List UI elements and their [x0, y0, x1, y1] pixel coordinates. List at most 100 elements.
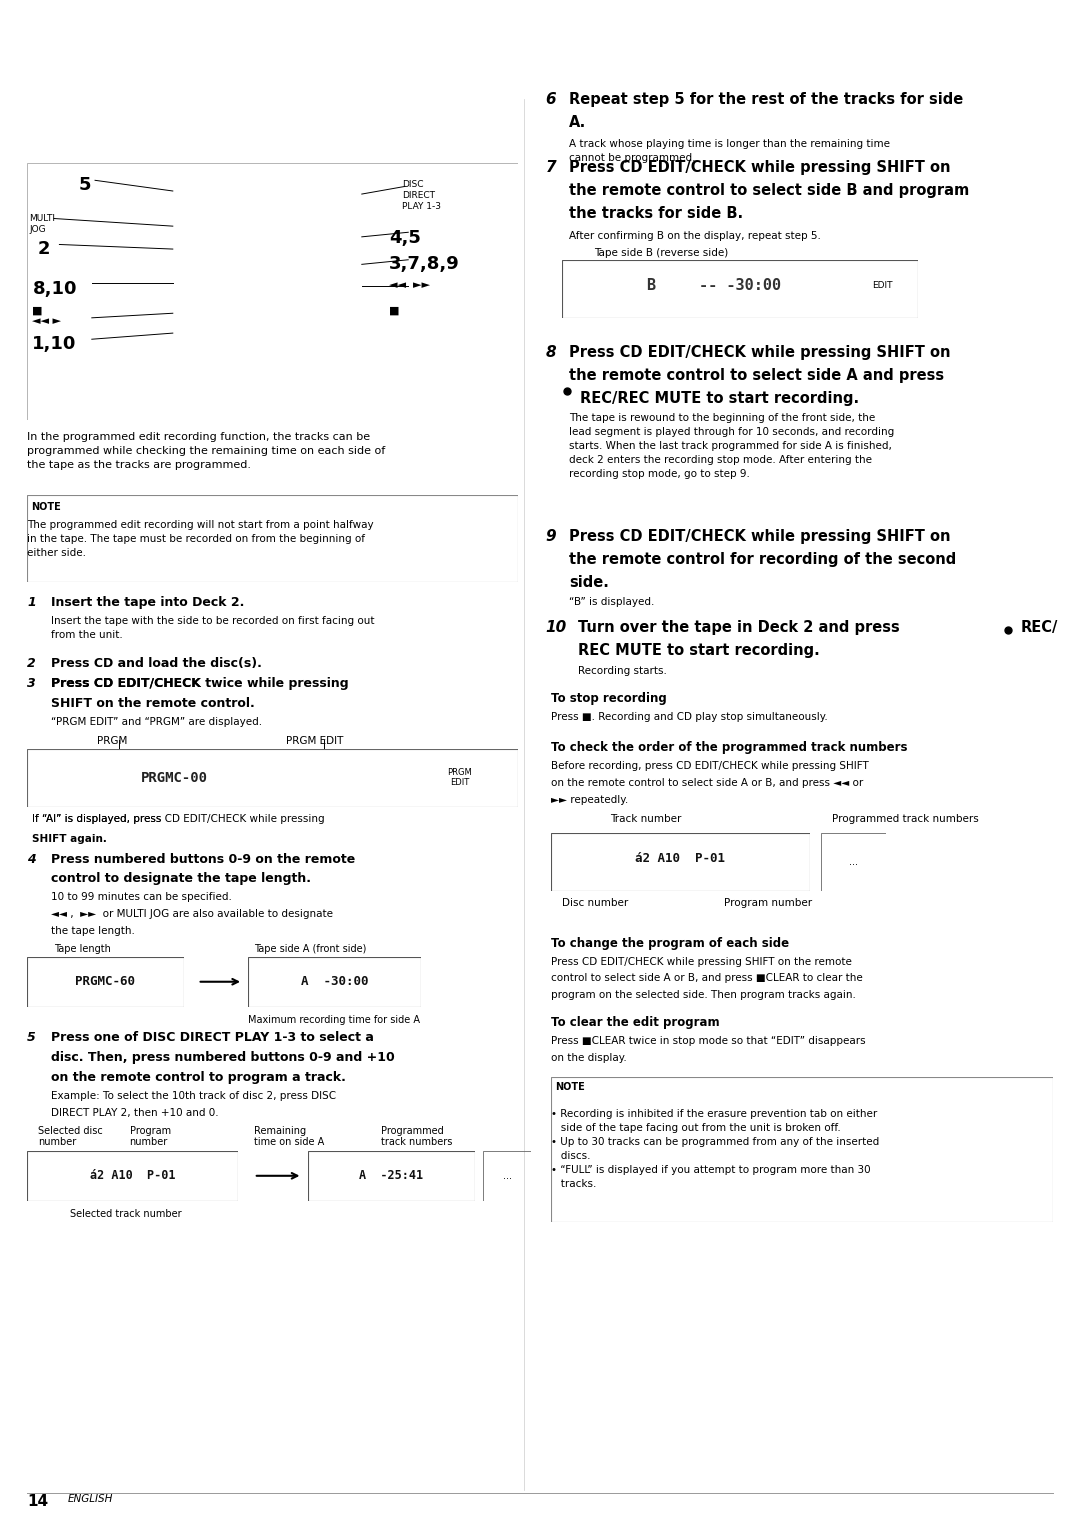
Text: 8,10: 8,10 [32, 280, 77, 298]
Text: PRGMC-00: PRGMC-00 [140, 770, 208, 785]
Text: ■: ■ [389, 306, 400, 316]
Text: the remote control to select side A and press: the remote control to select side A and … [569, 368, 944, 384]
Text: 5: 5 [79, 176, 92, 194]
Text: disc. Then, press numbered buttons 0-9 and +10: disc. Then, press numbered buttons 0-9 a… [51, 1051, 394, 1065]
Text: Turn over the tape in Deck 2 and press: Turn over the tape in Deck 2 and press [578, 620, 905, 636]
Text: Program: Program [130, 1126, 171, 1137]
Text: • Recording is inhibited if the erasure prevention tab on either
   side of the : • Recording is inhibited if the erasure … [551, 1109, 879, 1189]
Text: DIRECT PLAY 2, then +10 and 0.: DIRECT PLAY 2, then +10 and 0. [51, 1108, 218, 1118]
Text: PLAY 1-3: PLAY 1-3 [402, 202, 441, 211]
Text: 10: 10 [545, 620, 567, 636]
Text: Example: To select the 10th track of disc 2, press DISC: Example: To select the 10th track of dis… [51, 1091, 336, 1102]
Text: PRGMC-60: PRGMC-60 [76, 975, 135, 989]
Text: ◄◄  ►►: ◄◄ ►► [389, 280, 430, 290]
Text: To check the order of the programmed track numbers: To check the order of the programmed tra… [551, 741, 907, 755]
Text: á2 A10  P-01: á2 A10 P-01 [90, 1169, 175, 1183]
Text: After confirming B on the display, repeat step 5.: After confirming B on the display, repea… [569, 231, 821, 241]
Text: Press CD EDIT/CHECK while pressing SHIFT on the remote: Press CD EDIT/CHECK while pressing SHIFT… [551, 957, 852, 967]
Text: Insert the tape with the side to be recorded on first facing out
from the unit.: Insert the tape with the side to be reco… [51, 616, 375, 640]
Text: DIRECT: DIRECT [402, 191, 435, 200]
Text: 4: 4 [27, 853, 36, 866]
Text: ■: ■ [32, 306, 43, 316]
Text: ◄◄ ►: ◄◄ ► [32, 316, 62, 327]
Text: Recording starts.: Recording starts. [578, 666, 666, 677]
Text: the tracks for side B.: the tracks for side B. [569, 206, 743, 222]
Text: Selected track number: Selected track number [70, 1209, 181, 1219]
Text: REC MUTE to start recording.: REC MUTE to start recording. [578, 643, 820, 659]
Text: NOTE: NOTE [555, 1082, 585, 1093]
Text: 4,5: 4,5 [389, 229, 421, 248]
Text: MULTI: MULTI [29, 214, 55, 223]
Text: 1,10: 1,10 [32, 335, 77, 353]
Text: The tape is rewound to the beginning of the front side, the
lead segment is play: The tape is rewound to the beginning of … [569, 413, 894, 478]
Text: A.: A. [569, 115, 586, 130]
Text: To change the program of each side: To change the program of each side [551, 937, 788, 950]
Text: A  -30:00: A -30:00 [301, 975, 368, 989]
Text: Before recording, press CD EDIT/CHECK while pressing SHIFT: Before recording, press CD EDIT/CHECK wh… [551, 761, 868, 772]
Text: number: number [38, 1137, 76, 1148]
Text: REC/REC MUTE to start recording.: REC/REC MUTE to start recording. [580, 391, 859, 406]
Text: Selected disc: Selected disc [38, 1126, 103, 1137]
Text: Remaining: Remaining [254, 1126, 306, 1137]
Text: Tape side B (reverse side): Tape side B (reverse side) [594, 248, 728, 258]
Text: JOG: JOG [29, 225, 45, 234]
Text: PRGM EDIT: PRGM EDIT [286, 736, 343, 747]
Text: Disc number: Disc number [562, 898, 627, 909]
Text: Press CD EDIT/CHECK while pressing SHIFT on: Press CD EDIT/CHECK while pressing SHIFT… [569, 345, 950, 361]
Text: Press CD and load the disc(s).: Press CD and load the disc(s). [51, 657, 261, 671]
Text: the remote control for recording of the second: the remote control for recording of the … [569, 552, 957, 567]
Text: PROGRAMMED EDIT RECORDING: PROGRAMMED EDIT RECORDING [36, 119, 414, 141]
Text: Press CD EDIT/CHECK while pressing SHIFT on: Press CD EDIT/CHECK while pressing SHIFT… [569, 160, 950, 176]
Text: Press one of DISC DIRECT PLAY 1-3 to select a: Press one of DISC DIRECT PLAY 1-3 to sel… [51, 1031, 374, 1045]
Text: Insert the tape into Deck 2.: Insert the tape into Deck 2. [51, 596, 244, 610]
Text: on the display.: on the display. [551, 1053, 626, 1063]
Text: A  -25:41: A -25:41 [360, 1169, 423, 1183]
Text: Press CD EDIT/CHECK: Press CD EDIT/CHECK [51, 677, 205, 691]
Text: on the remote control to select side A or B, and press ◄◄ or: on the remote control to select side A o… [551, 778, 863, 788]
Text: the remote control to select side B and program: the remote control to select side B and … [569, 183, 970, 199]
Text: REC/: REC/ [1021, 620, 1058, 636]
Text: Tape length: Tape length [54, 944, 111, 955]
Text: Press CD EDIT/CHECK while pressing SHIFT on: Press CD EDIT/CHECK while pressing SHIFT… [569, 529, 950, 544]
Text: “B” is displayed.: “B” is displayed. [569, 597, 654, 608]
Text: ◄◄ ,  ►►  or MULTI JOG are also available to designate: ◄◄ , ►► or MULTI JOG are also available … [51, 909, 333, 920]
Text: Press ■. Recording and CD play stop simultaneously.: Press ■. Recording and CD play stop simu… [551, 712, 827, 723]
Text: 5: 5 [27, 1031, 36, 1045]
Text: NOTE: NOTE [31, 501, 62, 512]
Text: Maximum recording time for side A: Maximum recording time for side A [248, 1015, 420, 1025]
Text: 1: 1 [27, 596, 36, 610]
Text: program on the selected side. Then program tracks again.: program on the selected side. Then progr… [551, 990, 855, 1001]
Text: PRGM
EDIT: PRGM EDIT [447, 769, 472, 787]
Text: 2: 2 [38, 240, 51, 258]
Text: 2: 2 [27, 657, 36, 671]
Text: DISC: DISC [402, 180, 423, 189]
Text: 9: 9 [545, 529, 556, 544]
Text: control to designate the tape length.: control to designate the tape length. [51, 872, 311, 886]
Text: ...: ... [502, 1170, 512, 1181]
Text: ►► repeatedly.: ►► repeatedly. [551, 795, 629, 805]
Text: Press numbered buttons 0-9 on the remote: Press numbered buttons 0-9 on the remote [51, 853, 355, 866]
Text: 3: 3 [27, 677, 36, 691]
Text: on the remote control to program a track.: on the remote control to program a track… [51, 1071, 346, 1085]
Text: -- -30:00: -- -30:00 [699, 278, 781, 293]
Text: side.: side. [569, 575, 609, 590]
Text: EDIT: EDIT [873, 281, 892, 290]
Text: the tape length.: the tape length. [51, 926, 135, 937]
Text: track numbers: track numbers [381, 1137, 453, 1148]
Text: 8: 8 [545, 345, 556, 361]
Text: PRGM: PRGM [97, 736, 127, 747]
Text: Programmed track numbers: Programmed track numbers [832, 814, 978, 825]
Text: time on side A: time on side A [254, 1137, 324, 1148]
Text: If “AI” is displayed, press: If “AI” is displayed, press [32, 814, 165, 825]
Text: Repeat step 5 for the rest of the tracks for side: Repeat step 5 for the rest of the tracks… [569, 92, 963, 107]
Text: Tape side A (front side): Tape side A (front side) [254, 944, 366, 955]
Text: 14: 14 [27, 1494, 49, 1510]
Text: ENGLISH: ENGLISH [68, 1494, 113, 1505]
Text: The programmed edit recording will not start from a point halfway
in the tape. T: The programmed edit recording will not s… [27, 520, 374, 558]
Text: “PRGM EDIT” and “PRGM” are displayed.: “PRGM EDIT” and “PRGM” are displayed. [51, 717, 261, 727]
Text: á2 A10  P-01: á2 A10 P-01 [635, 853, 726, 865]
Text: 10 to 99 minutes can be specified.: 10 to 99 minutes can be specified. [51, 892, 231, 903]
Text: control to select side A or B, and press ■CLEAR to clear the: control to select side A or B, and press… [551, 973, 863, 984]
Text: Press ■CLEAR twice in stop mode so that “EDIT” disappears: Press ■CLEAR twice in stop mode so that … [551, 1036, 865, 1047]
Text: 7: 7 [545, 160, 556, 176]
